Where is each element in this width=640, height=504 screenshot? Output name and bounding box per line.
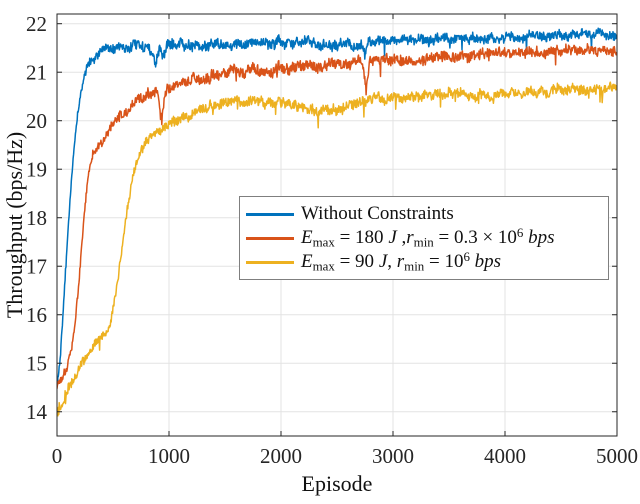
y-tick-label: 20 (26, 109, 47, 133)
y-tick-label: 14 (26, 400, 48, 424)
legend-entry-without-constraints: Without Constraints (246, 202, 608, 226)
x-tick-label: 5000 (596, 444, 638, 468)
x-tick-label: 0 (52, 444, 63, 468)
gridlines (57, 14, 617, 436)
y-tick-label: 17 (26, 255, 47, 279)
y-tick-label: 15 (26, 352, 47, 376)
series-line-emax-90 (57, 81, 617, 417)
y-tick-label: 19 (26, 158, 47, 182)
legend-entry-emax-180: Emax = 180 J ,rmin = 0.3 × 106 bps (246, 225, 608, 250)
series-line-without-constraints (57, 27, 617, 386)
legend-label: Emax = 90 J, rmin = 106 bps (301, 249, 502, 274)
y-axis-label: Throughput (bps/Hz) (2, 131, 27, 319)
legend: Without Constraints Emax = 180 J ,rmin = … (239, 196, 609, 280)
y-tick-label: 16 (26, 303, 47, 327)
legend-label: Emax = 180 J ,rmin = 0.3 × 106 bps (301, 225, 555, 250)
legend-label: Without Constraints (301, 203, 454, 224)
legend-line-emax-90 (246, 260, 294, 264)
series-line-emax-180 (57, 43, 617, 389)
x-tick-label: 1000 (148, 444, 190, 468)
legend-entry-emax-90: Emax = 90 J, rmin = 106 bps (246, 249, 608, 274)
y-tick-label: 22 (26, 12, 47, 36)
x-axis-label: Episode (301, 471, 373, 496)
y-tick-label: 21 (26, 61, 47, 85)
axes-box (56, 13, 618, 437)
legend-line-emax-180 (246, 236, 294, 240)
x-tick-label: 2000 (260, 444, 302, 468)
y-tick-label: 18 (26, 206, 47, 230)
legend-line-without-constraints (246, 212, 294, 216)
tick-marks (56, 14, 618, 436)
x-tick-label: 3000 (372, 444, 414, 468)
x-tick-label: 4000 (484, 444, 526, 468)
